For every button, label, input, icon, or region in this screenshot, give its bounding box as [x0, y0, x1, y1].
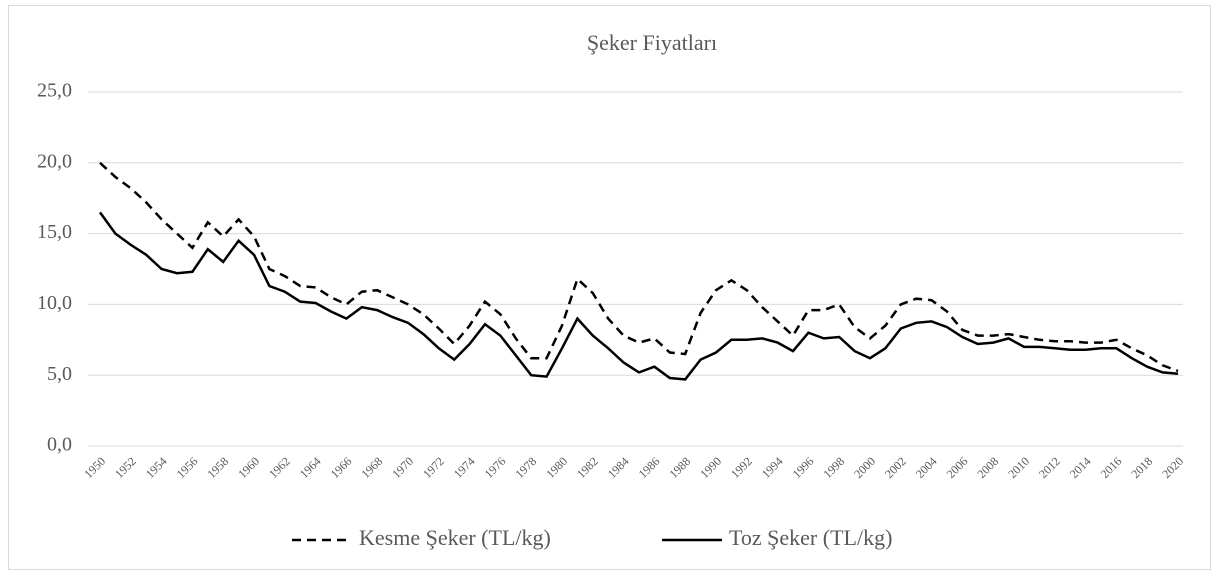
y-tick-label: 0,0	[47, 434, 72, 456]
line-series	[98, 211, 1179, 381]
legend-label: Toz Şeker (TL/kg)	[729, 525, 892, 550]
y-tick-label: 10,0	[37, 292, 72, 314]
chart-title: Şeker Fiyatları	[587, 30, 717, 55]
line-series	[99, 161, 1179, 373]
y-tick-label: 20,0	[37, 150, 72, 172]
legend-label: Kesme Şeker (TL/kg)	[359, 525, 551, 550]
y-tick-label: 15,0	[37, 221, 72, 243]
y-tick-label: 25,0	[37, 80, 72, 102]
chart-border	[8, 5, 1211, 570]
y-tick-label: 5,0	[47, 363, 72, 385]
